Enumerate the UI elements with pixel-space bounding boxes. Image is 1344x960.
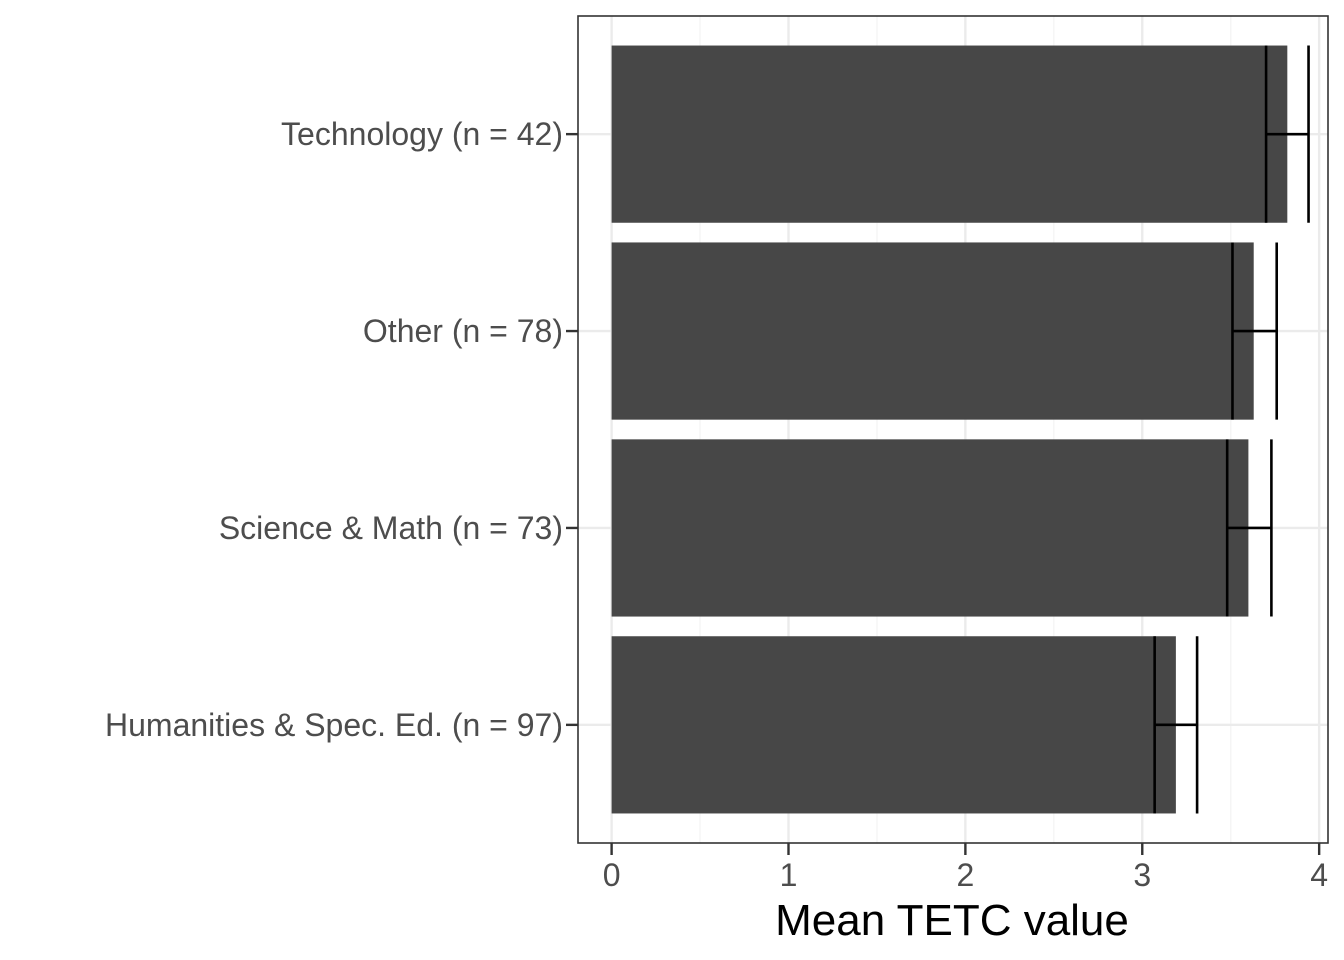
x-axis-title: Mean TETC value (775, 896, 1129, 945)
bar (611, 242, 1254, 420)
x-tick-label: 4 (1310, 857, 1328, 893)
panel-border (577, 15, 1329, 844)
bars (611, 45, 1288, 814)
x-tick-label: 2 (956, 857, 974, 893)
x-tick-label: 1 (780, 857, 798, 893)
y-tick-label: Humanities & Spec. Ed. (n = 97) (105, 707, 563, 743)
y-axis: Technology (n = 42) Other (n = 78) Science… (105, 116, 578, 743)
y-tick-label: Technology (n = 42) (281, 116, 563, 152)
bar (611, 439, 1249, 617)
bar (611, 45, 1288, 223)
x-tick-label: 3 (1133, 857, 1151, 893)
error-bars (1153, 45, 1310, 814)
x-axis: 0 1 2 3 4 (603, 843, 1328, 893)
y-tick-label: Science & Math (n = 73) (219, 510, 563, 546)
bar (611, 636, 1176, 814)
x-tick-label: 0 (603, 857, 621, 893)
y-tick-label: Other (n = 78) (363, 313, 563, 349)
